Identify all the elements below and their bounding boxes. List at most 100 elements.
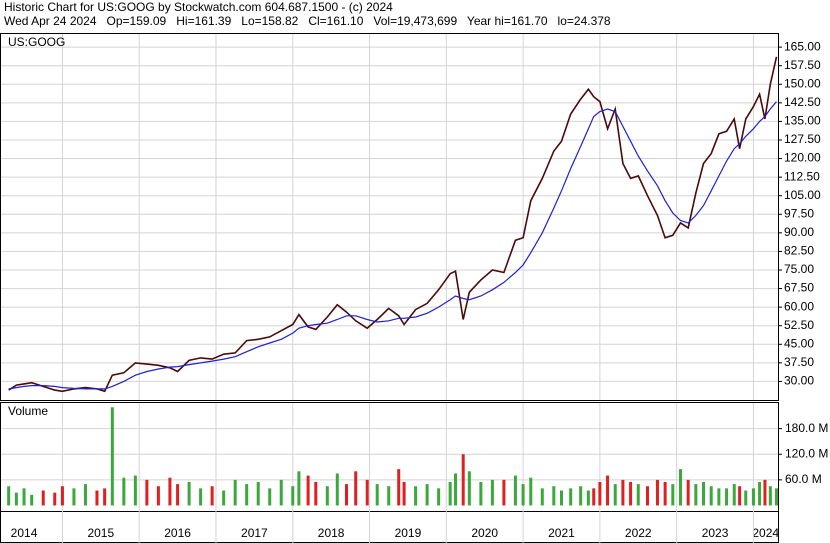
volume-bar bbox=[245, 484, 249, 506]
y-tick-label: 30.00 bbox=[784, 374, 814, 388]
volume-bar bbox=[72, 488, 76, 506]
y-tick-label: 120.0 M bbox=[785, 446, 828, 460]
volume-bar bbox=[345, 484, 349, 506]
volume-bar bbox=[145, 479, 149, 506]
y-tick-label: 75.00 bbox=[784, 262, 814, 276]
volume-bar bbox=[402, 481, 406, 506]
x-tick-label: 2014 bbox=[11, 526, 38, 540]
volume-bar bbox=[513, 475, 517, 506]
volume-bar bbox=[83, 484, 87, 506]
volume-bar bbox=[156, 486, 160, 506]
volume-bar bbox=[758, 481, 762, 506]
volume-bar bbox=[30, 494, 34, 506]
volume-bar bbox=[592, 488, 596, 506]
price-line bbox=[8, 56, 778, 393]
x-tick-label: 2018 bbox=[318, 526, 345, 540]
volume-bar bbox=[199, 488, 203, 506]
x-tick-label: 2015 bbox=[87, 526, 114, 540]
volume-bar bbox=[397, 469, 401, 506]
volume-bar bbox=[437, 488, 441, 506]
volume-bar bbox=[540, 488, 544, 506]
volume-bar bbox=[325, 486, 329, 506]
header-line-1: Historic Chart for US:GOOG by Stockwatch… bbox=[4, 0, 393, 14]
volume-bar bbox=[479, 481, 483, 506]
volume-bar bbox=[694, 484, 698, 506]
volume-bar bbox=[187, 481, 191, 506]
y-tick-label: 127.50 bbox=[784, 132, 821, 146]
volume-bar bbox=[103, 488, 107, 506]
volume-bar bbox=[60, 486, 64, 506]
volume-bar bbox=[621, 479, 625, 506]
volume-bar bbox=[122, 477, 126, 506]
volume-bar bbox=[375, 484, 379, 506]
volume-bar bbox=[387, 486, 391, 506]
volume-bar bbox=[552, 486, 556, 506]
volume-bar bbox=[725, 488, 729, 506]
volume-bar bbox=[663, 481, 667, 506]
x-tick-label: 2021 bbox=[548, 526, 575, 540]
y-tick-label: 105.00 bbox=[784, 188, 821, 202]
y-tick-label: 67.50 bbox=[784, 281, 814, 295]
volume-bar bbox=[671, 484, 675, 506]
volume-bar bbox=[529, 477, 533, 506]
y-tick-label: 142.50 bbox=[784, 95, 821, 109]
volume-bar bbox=[425, 484, 429, 506]
volume-bar bbox=[414, 486, 418, 506]
y-tick-label: 90.00 bbox=[784, 225, 814, 239]
volume-bar bbox=[354, 471, 358, 506]
volume-bar bbox=[732, 484, 736, 506]
volume-bar bbox=[110, 407, 114, 506]
y-tick-label: 60.00 bbox=[784, 299, 814, 313]
volume-bar bbox=[678, 469, 682, 506]
y-tick-label: 120.00 bbox=[784, 151, 821, 165]
volume-bar bbox=[744, 490, 748, 506]
volume-bar bbox=[233, 479, 237, 506]
volume-bar bbox=[613, 484, 617, 506]
volume-bar bbox=[222, 490, 226, 506]
x-tick-label: 2022 bbox=[625, 526, 652, 540]
volume-bar bbox=[738, 486, 742, 506]
volume-bar bbox=[717, 488, 721, 506]
volume-bar bbox=[335, 473, 339, 506]
y-tick-label: 97.50 bbox=[784, 206, 814, 220]
volume-bar bbox=[645, 486, 649, 506]
volume-bar bbox=[461, 454, 465, 506]
volume-bar bbox=[629, 481, 633, 506]
panel-title: US:GOOG bbox=[8, 35, 65, 49]
volume-bar bbox=[763, 479, 767, 506]
y-tick-label: 165.00 bbox=[784, 39, 821, 53]
x-tick-label: 2023 bbox=[702, 526, 729, 540]
x-tick-label: 2020 bbox=[471, 526, 498, 540]
volume-bar bbox=[133, 475, 137, 506]
y-tick-label: 112.50 bbox=[784, 169, 820, 183]
volume-bar bbox=[95, 490, 99, 506]
volume-bar bbox=[365, 479, 369, 506]
volume-bar bbox=[168, 477, 172, 506]
volume-bar bbox=[502, 479, 506, 506]
y-tick-label: 60.0 M bbox=[785, 472, 822, 486]
price-frame bbox=[0, 33, 779, 401]
volume-bar bbox=[686, 479, 690, 506]
volume-bar bbox=[774, 488, 778, 506]
volume-bar bbox=[490, 479, 494, 506]
y-tick-label: 37.50 bbox=[784, 355, 814, 369]
volume-bar bbox=[314, 481, 318, 506]
volume-bar bbox=[655, 479, 659, 506]
volume-bar bbox=[606, 475, 610, 506]
x-tick-label: 2024 bbox=[752, 526, 779, 540]
y-tick-label: 180.0 M bbox=[785, 421, 828, 435]
volume-bar bbox=[559, 490, 563, 506]
volume-bar bbox=[7, 486, 11, 506]
volume-bar bbox=[268, 488, 272, 506]
y-tick-label: 45.00 bbox=[784, 336, 814, 350]
x-tick-label: 2016 bbox=[164, 526, 191, 540]
volume-bar bbox=[768, 486, 772, 506]
volume-bar bbox=[22, 488, 26, 506]
y-tick-label: 135.00 bbox=[784, 114, 821, 128]
volume-bar bbox=[279, 479, 283, 506]
volume-bar bbox=[256, 481, 260, 506]
panel-title: Volume bbox=[8, 404, 48, 418]
volume-bar bbox=[636, 484, 640, 506]
